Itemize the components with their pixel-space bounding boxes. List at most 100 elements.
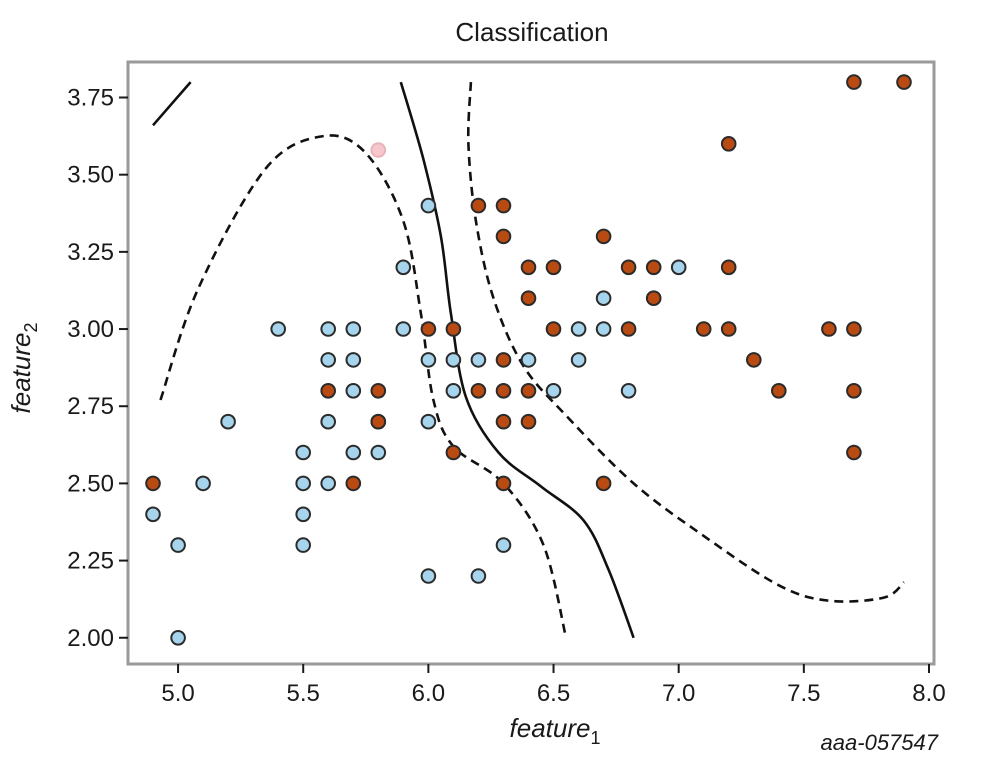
point-class-b — [720, 136, 737, 152]
y-tick-label: 3.00 — [67, 316, 114, 343]
point-class-a — [420, 413, 437, 430]
point-class-a — [420, 352, 437, 368]
point-class-b — [821, 321, 837, 337]
data-points — [145, 74, 912, 646]
point-class-a — [345, 321, 362, 337]
point-class-a — [220, 413, 236, 430]
point-class-b — [495, 228, 512, 245]
point-class-b — [470, 383, 487, 399]
point-class-b — [345, 475, 362, 492]
point-class-a — [520, 352, 537, 368]
point-class-a — [570, 321, 587, 337]
point-class-b — [620, 259, 637, 276]
point-class-b — [520, 290, 537, 307]
point-class-a — [420, 197, 437, 214]
y-tick-label: 3.75 — [67, 85, 114, 112]
point-class-a — [295, 444, 312, 461]
y-tick-label: 3.25 — [67, 239, 114, 266]
point-class-a — [345, 383, 362, 399]
point-class-a — [445, 352, 462, 368]
point-class-b — [370, 413, 387, 430]
point-class-a — [470, 352, 487, 368]
x-tick-label: 6.0 — [412, 680, 445, 707]
x-tick-label: 8.0 — [912, 680, 945, 707]
point-class-b — [495, 475, 512, 492]
point-class-b — [746, 352, 762, 368]
point-class-a — [195, 475, 211, 492]
point-class-b — [846, 444, 862, 461]
point-class-b — [495, 197, 512, 214]
y-axis-label: feature2 — [6, 323, 41, 414]
point-class-a — [620, 383, 637, 399]
x-tick-label: 6.5 — [537, 680, 570, 707]
point-class-b — [370, 383, 387, 399]
point-class-a — [295, 506, 312, 523]
y-tick-label: 2.75 — [67, 393, 114, 420]
point-class-a — [395, 321, 412, 337]
point-class-b — [545, 321, 562, 337]
x-tick-label: 7.0 — [662, 680, 695, 707]
point-class-b — [520, 413, 537, 430]
point-class-a — [370, 444, 387, 461]
y-tick-label: 2.50 — [67, 470, 114, 497]
point-class-a — [345, 444, 362, 461]
figure-id-label: aaa-057547 — [821, 730, 939, 755]
x-tick-label: 5.5 — [287, 680, 320, 707]
point-class-a — [345, 352, 362, 368]
point-class-b — [896, 74, 912, 90]
point-class-a — [320, 321, 337, 337]
point-class-highlight — [370, 142, 387, 158]
point-class-b — [520, 259, 537, 276]
point-class-a — [570, 352, 587, 368]
point-class-b — [645, 290, 662, 307]
point-class-a — [420, 568, 437, 584]
point-class-a — [170, 537, 186, 553]
point-class-b — [771, 383, 787, 399]
margin-line-dashed — [466, 82, 905, 603]
point-class-b — [445, 444, 462, 461]
point-class-a — [445, 383, 462, 399]
point-class-a — [320, 352, 337, 368]
point-class-b — [695, 321, 712, 337]
point-class-b — [595, 228, 612, 245]
point-class-b — [420, 321, 437, 337]
point-class-a — [395, 259, 412, 276]
point-class-b — [495, 383, 512, 399]
point-class-a — [295, 475, 312, 492]
point-class-a — [470, 568, 487, 584]
point-class-b — [320, 383, 337, 399]
x-axis-label: feature1 — [510, 713, 601, 748]
point-class-a — [320, 413, 337, 430]
point-class-b — [545, 259, 562, 276]
x-tick-label: 5.0 — [161, 680, 194, 707]
point-class-b — [645, 259, 662, 276]
point-class-a — [320, 475, 337, 492]
chart-title: Classification — [455, 17, 608, 47]
point-class-b — [520, 383, 537, 399]
x-axis: 5.0 5.5 6.0 6.5 7.0 7.5 8.0 — [161, 664, 946, 707]
point-class-b — [720, 321, 737, 337]
point-class-b — [445, 321, 462, 337]
point-class-b — [470, 197, 487, 214]
point-class-b — [846, 321, 862, 337]
y-tick-label: 2.00 — [67, 625, 114, 652]
point-class-b — [145, 475, 161, 492]
point-class-a — [545, 383, 562, 399]
point-class-b — [720, 259, 737, 276]
decision-boundary-solid — [152, 81, 192, 127]
y-axis: 2.00 2.25 2.50 2.75 3.00 3.25 3.50 3.75 — [67, 85, 128, 652]
point-class-a — [170, 630, 186, 646]
y-tick-label: 3.50 — [67, 162, 114, 189]
point-class-b — [595, 475, 612, 492]
point-class-a — [270, 321, 287, 337]
point-class-b — [495, 352, 512, 368]
point-class-b — [846, 74, 862, 90]
point-class-b — [495, 413, 512, 430]
point-class-a — [495, 537, 512, 553]
point-class-a — [595, 321, 612, 337]
point-class-a — [295, 537, 312, 553]
point-class-a — [670, 259, 687, 276]
point-class-b — [620, 321, 637, 337]
decision-boundary-solid — [399, 81, 635, 639]
